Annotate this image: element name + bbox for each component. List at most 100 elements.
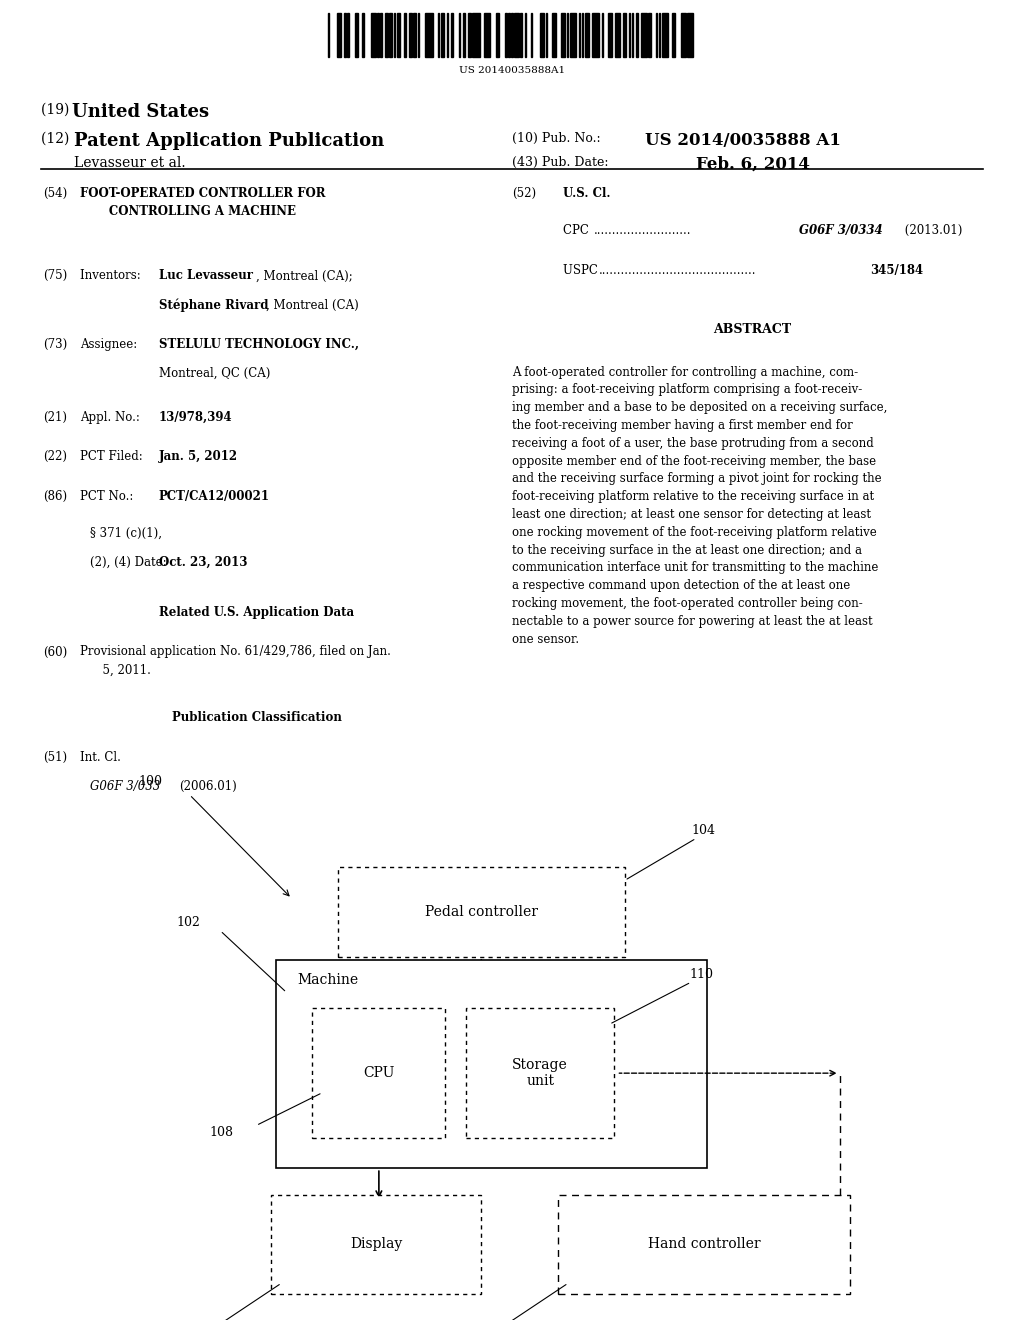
Text: Feb. 6, 2014: Feb. 6, 2014 [696, 156, 810, 173]
Bar [414, 13, 417, 57]
Bar [337, 13, 341, 57]
Text: (54): (54) [43, 187, 68, 201]
Text: Hand controller: Hand controller [648, 1237, 760, 1251]
Text: U.S. Cl.: U.S. Cl. [563, 187, 610, 201]
Text: , Montreal (CA);: , Montreal (CA); [256, 269, 352, 282]
Bar [585, 13, 590, 57]
Bar [468, 13, 471, 57]
Bar [567, 13, 568, 57]
Bar [418, 13, 420, 57]
Text: Provisional application No. 61/429,786, filed on Jan.
      5, 2011.: Provisional application No. 61/429,786, … [80, 645, 391, 676]
Text: (75): (75) [43, 269, 68, 282]
Bar [377, 13, 379, 57]
Text: Int. Cl.: Int. Cl. [80, 751, 121, 764]
Text: Machine: Machine [297, 973, 358, 987]
Bar [681, 13, 686, 57]
Text: Display: Display [350, 1237, 402, 1251]
Bar [641, 13, 647, 57]
Bar [505, 13, 507, 57]
Text: (2006.01): (2006.01) [179, 780, 237, 793]
Text: United States: United States [72, 103, 209, 121]
Bar [558, 1195, 850, 1294]
Bar [520, 13, 522, 57]
Bar [508, 13, 510, 57]
Text: (73): (73) [43, 338, 68, 351]
Bar [530, 13, 532, 57]
Text: 104: 104 [691, 824, 715, 837]
Bar [497, 13, 500, 57]
Bar [511, 13, 513, 57]
Bar [615, 13, 620, 57]
Bar [662, 13, 668, 57]
Text: (52): (52) [512, 187, 537, 201]
Bar [328, 13, 329, 57]
Text: (60): (60) [43, 645, 68, 659]
Text: ABSTRACT: ABSTRACT [714, 323, 792, 337]
Text: (51): (51) [43, 751, 68, 764]
Bar [607, 13, 612, 57]
Bar [632, 13, 633, 57]
Text: (86): (86) [43, 490, 68, 503]
Bar [276, 960, 707, 1168]
Text: (22): (22) [43, 450, 67, 463]
Bar [312, 1008, 445, 1138]
Text: (21): (21) [43, 411, 67, 424]
Bar [426, 13, 433, 57]
Text: (2013.01): (2013.01) [901, 224, 963, 238]
Text: STELULU TECHNOLOGY INC.,: STELULU TECHNOLOGY INC., [159, 338, 358, 351]
Bar [655, 13, 657, 57]
Text: Levasseur et al.: Levasseur et al. [74, 156, 185, 170]
Bar [440, 13, 443, 57]
Bar [570, 13, 575, 57]
Bar [389, 13, 392, 57]
Text: Jan. 5, 2012: Jan. 5, 2012 [159, 450, 238, 463]
Text: § 371 (c)(1),: § 371 (c)(1), [90, 527, 162, 540]
Bar [593, 13, 598, 57]
Bar [344, 13, 346, 57]
Text: Publication Classification: Publication Classification [172, 711, 342, 725]
Bar [601, 13, 603, 57]
Text: Patent Application Publication: Patent Application Publication [74, 132, 384, 150]
Bar [629, 13, 630, 57]
Bar [446, 13, 449, 57]
Text: 108: 108 [210, 1126, 233, 1139]
Text: PCT Filed:: PCT Filed: [80, 450, 142, 463]
Text: US 20140035888A1: US 20140035888A1 [459, 66, 565, 75]
Bar [540, 13, 545, 57]
Text: 102: 102 [176, 916, 200, 929]
Text: G06F 3/033: G06F 3/033 [90, 780, 161, 793]
Text: Related U.S. Application Data: Related U.S. Application Data [160, 606, 354, 619]
Bar [561, 13, 565, 57]
Text: G06F 3/0334: G06F 3/0334 [799, 224, 883, 238]
Text: (2), (4) Date:: (2), (4) Date: [90, 556, 167, 569]
Text: Assignee:: Assignee: [80, 338, 141, 351]
Text: Stéphane Rivard: Stéphane Rivard [159, 298, 268, 312]
Bar [658, 13, 660, 57]
Text: , Montreal (CA): , Montreal (CA) [266, 298, 359, 312]
Text: ..........................................: ........................................… [599, 264, 757, 277]
Bar [451, 13, 453, 57]
Bar [437, 13, 439, 57]
Text: FOOT-OPERATED CONTROLLER FOR
       CONTROLLING A MACHINE: FOOT-OPERATED CONTROLLER FOR CONTROLLING… [80, 187, 326, 218]
Bar [380, 13, 382, 57]
Bar [687, 13, 693, 57]
Bar [466, 1008, 614, 1138]
Bar [636, 13, 638, 57]
Bar [579, 13, 581, 57]
Bar [463, 13, 465, 57]
Bar [362, 13, 364, 57]
Text: USPC: USPC [563, 264, 602, 277]
Text: (12): (12) [41, 132, 74, 147]
Text: Luc Levasseur: Luc Levasseur [159, 269, 253, 282]
Bar [409, 13, 412, 57]
Bar [524, 13, 526, 57]
Bar [582, 13, 584, 57]
Text: (19): (19) [41, 103, 74, 117]
Text: Montreal, QC (CA): Montreal, QC (CA) [159, 367, 270, 380]
Bar [404, 13, 406, 57]
Bar [372, 13, 376, 57]
Bar [459, 13, 460, 57]
Bar [394, 13, 395, 57]
Text: Appl. No.:: Appl. No.: [80, 411, 139, 424]
Bar [484, 13, 490, 57]
